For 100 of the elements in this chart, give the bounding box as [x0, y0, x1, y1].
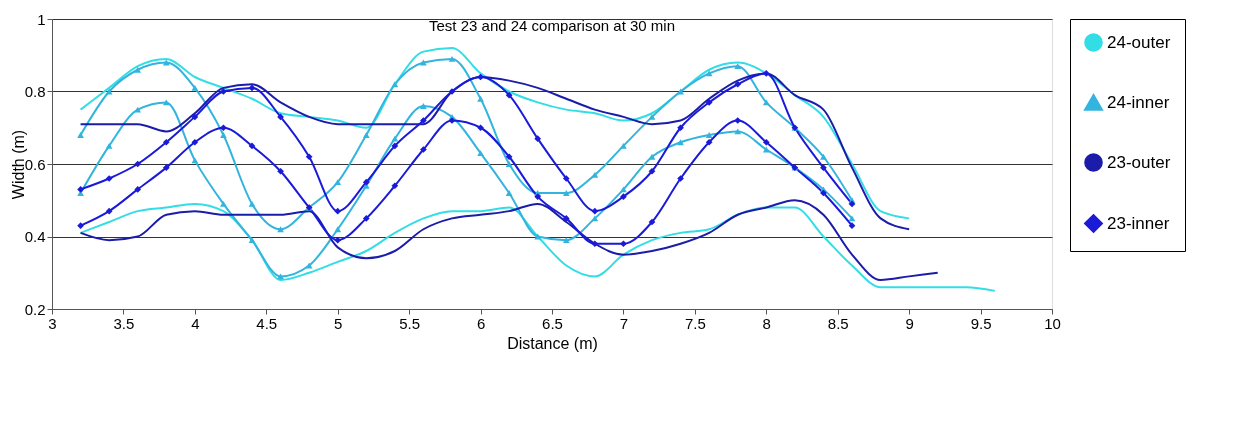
- point: [820, 153, 827, 160]
- y-tick-label: 1: [37, 10, 46, 28]
- point: [591, 171, 599, 178]
- point: [648, 218, 656, 226]
- y-tick-label: 0.4: [24, 228, 46, 245]
- point: [277, 113, 284, 121]
- point: [677, 139, 684, 146]
- point: [705, 99, 713, 106]
- line-series: [79, 202, 996, 292]
- line-series: [79, 47, 911, 220]
- point: [277, 167, 284, 175]
- point: [505, 190, 513, 196]
- x-tick-label: 6: [476, 314, 486, 332]
- x-tick-label: 8.5: [827, 314, 849, 332]
- point: [648, 153, 656, 160]
- point: [705, 132, 713, 138]
- point: [334, 226, 342, 233]
- point: [134, 160, 142, 168]
- point: [820, 164, 827, 171]
- x-tick-label: 5.5: [399, 314, 421, 332]
- point: [220, 132, 227, 138]
- point: [362, 132, 370, 138]
- point: [334, 207, 342, 215]
- point: [391, 81, 399, 88]
- point: [562, 237, 570, 244]
- point: [362, 215, 370, 222]
- point: [248, 84, 256, 92]
- point: [620, 240, 627, 248]
- point: [134, 186, 142, 193]
- point: [191, 138, 199, 146]
- point: [248, 200, 256, 207]
- point: [362, 178, 370, 186]
- point: [677, 124, 684, 132]
- point: [162, 164, 170, 171]
- point: [591, 240, 599, 248]
- point: [848, 215, 856, 222]
- x-tick-label: 6.5: [542, 314, 563, 332]
- point: [191, 113, 199, 121]
- point: [220, 88, 227, 95]
- line-series: [79, 72, 911, 231]
- point: [705, 138, 713, 146]
- point: [77, 186, 84, 193]
- legend-label: 24-inner: [1107, 92, 1170, 112]
- line-series: [79, 199, 939, 281]
- point: [134, 66, 142, 73]
- point: [534, 135, 542, 142]
- point: [620, 142, 627, 149]
- point: [448, 55, 456, 62]
- point: [77, 222, 84, 229]
- point: [562, 175, 570, 182]
- point: [220, 124, 227, 132]
- y-tick-label: 0.2: [24, 300, 46, 318]
- x-tick-label: 8: [762, 314, 771, 332]
- point: [734, 63, 742, 70]
- point: [305, 153, 313, 161]
- legend-label: 23-inner: [1107, 213, 1170, 233]
- point: [105, 207, 113, 215]
- point: [762, 138, 770, 146]
- legend-label: 24-outer: [1107, 32, 1171, 52]
- point: [762, 70, 770, 77]
- point: [534, 193, 542, 200]
- point: [848, 200, 856, 208]
- chart-title: Test 23 and 24 comparison at 30 min: [429, 17, 675, 34]
- point: [562, 215, 570, 222]
- point: [391, 135, 399, 142]
- x-tick-label: 10: [1044, 314, 1061, 332]
- x-tick-label: 7.5: [684, 314, 706, 332]
- point: [505, 161, 513, 167]
- point: [220, 200, 227, 207]
- point: [648, 167, 656, 175]
- point: [648, 113, 656, 120]
- point: [677, 175, 684, 182]
- point: [391, 182, 399, 190]
- point: [477, 95, 484, 102]
- point: [591, 207, 599, 215]
- point: [134, 106, 142, 113]
- point: [391, 142, 399, 150]
- legend-label: 23-outer: [1107, 152, 1171, 172]
- x-tick-label: 9: [905, 314, 914, 332]
- y-tick-label: 0.6: [24, 155, 46, 173]
- point: [620, 193, 627, 200]
- point: [420, 103, 427, 109]
- point: [734, 80, 742, 88]
- point: [162, 138, 170, 146]
- point: [105, 142, 113, 149]
- point: [248, 237, 256, 244]
- x-tick-label: 5: [334, 314, 343, 332]
- x-tick-label: 3: [48, 314, 57, 332]
- point: [505, 91, 513, 99]
- x-tick-label: 4: [191, 314, 200, 332]
- point: [477, 124, 484, 132]
- point: [248, 142, 256, 150]
- point: [191, 84, 199, 91]
- x-tick-label: 9.5: [970, 314, 992, 332]
- point: [420, 117, 427, 124]
- y-tick-label: 0.8: [24, 83, 46, 100]
- point: [334, 236, 342, 244]
- point: [334, 179, 342, 186]
- point: [277, 226, 284, 233]
- point: [734, 117, 742, 124]
